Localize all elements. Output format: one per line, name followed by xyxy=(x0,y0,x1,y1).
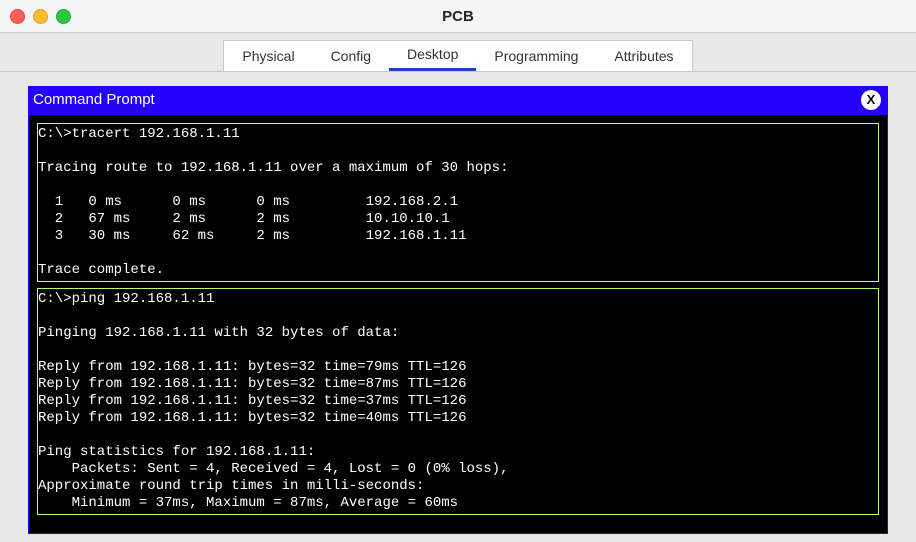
app-window: PCB Physical Config Desktop Programming … xyxy=(0,0,916,542)
zoom-window-icon[interactable] xyxy=(56,9,71,24)
ping-stats-header: Ping statistics for 192.168.1.11: xyxy=(38,444,315,460)
traffic-lights xyxy=(10,9,71,24)
tabstrip-inner: Physical Config Desktop Programming Attr… xyxy=(223,40,692,71)
titlebar: PCB xyxy=(0,0,916,33)
ping-rtt-line: Minimum = 37ms, Maximum = 87ms, Average … xyxy=(38,495,458,511)
ping-header: Pinging 192.168.1.11 with 32 bytes of da… xyxy=(38,325,399,341)
terminal-output[interactable]: C:\>tracert 192.168.1.11 Tracing route t… xyxy=(28,114,888,534)
tracert-command: C:\>tracert 192.168.1.11 xyxy=(38,126,240,142)
ping-block: C:\>ping 192.168.1.11 Pinging 192.168.1.… xyxy=(37,288,879,515)
tracert-footer: Trace complete. xyxy=(38,262,164,278)
tab-attributes[interactable]: Attributes xyxy=(596,41,691,71)
tab-physical[interactable]: Physical xyxy=(224,41,312,71)
tabstrip: Physical Config Desktop Programming Attr… xyxy=(0,33,916,72)
tab-desktop[interactable]: Desktop xyxy=(389,41,476,71)
tab-programming[interactable]: Programming xyxy=(476,41,596,71)
tracert-header: Tracing route to 192.168.1.11 over a max… xyxy=(38,160,508,176)
tracert-block: C:\>tracert 192.168.1.11 Tracing route t… xyxy=(37,123,879,282)
minimize-window-icon[interactable] xyxy=(33,9,48,24)
command-prompt-close-button[interactable]: X xyxy=(861,90,881,110)
ping-command: C:\>ping 192.168.1.11 xyxy=(38,291,214,307)
command-prompt-titlebar: Command Prompt X xyxy=(28,86,888,114)
desktop-stage: Command Prompt X C:\>tracert 192.168.1.1… xyxy=(28,86,888,542)
ping-packets-line: Packets: Sent = 4, Received = 4, Lost = … xyxy=(38,461,508,477)
close-window-icon[interactable] xyxy=(10,9,25,24)
tracert-rows: 1 0 ms 0 ms 0 ms 192.168.2.1 2 67 ms 2 m… xyxy=(38,194,466,244)
command-prompt-title: Command Prompt xyxy=(33,91,155,108)
ping-rtt-header: Approximate round trip times in milli-se… xyxy=(38,478,424,494)
window-title: PCB xyxy=(442,8,474,25)
ping-replies: Reply from 192.168.1.11: bytes=32 time=7… xyxy=(38,359,466,426)
tab-config[interactable]: Config xyxy=(313,41,389,71)
